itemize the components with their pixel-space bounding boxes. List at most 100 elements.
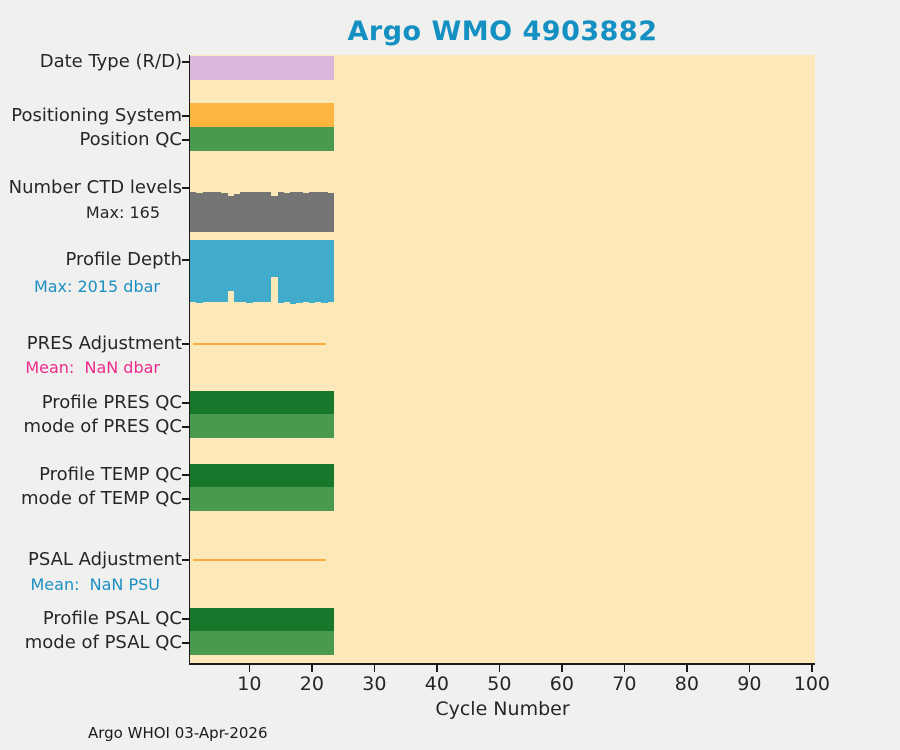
bar-profile-temp-qc: [190, 464, 334, 487]
x-tick-30: [373, 664, 376, 672]
row-label-psal-adjustment: PSAL Adjustment: [27, 549, 182, 570]
bar-date-type: [190, 56, 334, 80]
y-tick-mode-psal-qc: [182, 642, 189, 644]
bar-ctd-levels-cycle-19: [302, 192, 309, 232]
bar-profile-depth-cycle-15: [277, 240, 284, 303]
y-tick-profile-pres-qc: [182, 402, 189, 404]
bar-ctd-levels-cycle-23: [327, 192, 334, 232]
row-sub-label-psal-adjustment: Mean: NaN PSU: [30, 575, 161, 594]
x-tick-40: [436, 664, 438, 672]
bar-profile-depth-cycle-1: [190, 240, 197, 303]
row-label-pres-adjustment: PRES Adjustment: [26, 333, 182, 354]
bar-ctd-levels-cycle-14: [271, 195, 278, 232]
bar-profile-depth-cycle-8: [233, 240, 240, 303]
bar-ctd-levels-cycle-22: [321, 192, 328, 232]
y-tick-psal-adjustment: [182, 559, 189, 561]
bar-ctd-levels-cycle-8: [233, 193, 240, 232]
bar-ctd-levels-cycle-10: [246, 192, 253, 232]
x-tick-10: [248, 664, 251, 672]
y-tick-positioning-system: [182, 115, 189, 117]
bar-ctd-levels-cycle-9: [240, 192, 247, 232]
x-tick-70: [623, 664, 626, 672]
y-tick-position-qc: [182, 139, 189, 141]
row-label-ctd-levels: Number CTD levels: [8, 177, 182, 198]
y-tick-profile-depth: [182, 259, 189, 261]
x-tick-label-60: 60: [549, 673, 574, 695]
bar-profile-depth-cycle-5: [215, 240, 222, 302]
bar-profile-depth-cycle-21: [315, 240, 322, 303]
x-tick-label-10: 10: [237, 673, 262, 695]
bar-mode-psal-qc: [190, 631, 334, 655]
x-tick-label-50: 50: [487, 673, 512, 695]
x-tick-label-20: 20: [299, 673, 324, 695]
bar-ctd-levels-cycle-2: [196, 192, 203, 232]
x-tick-60: [561, 664, 563, 672]
bar-profile-depth-cycle-18: [296, 240, 303, 303]
row-label-position-qc: Position QC: [79, 129, 182, 150]
row-label-mode-pres-qc: mode of PRES QC: [23, 416, 182, 437]
bar-profile-depth-cycle-22: [321, 240, 328, 303]
y-tick-profile-psal-qc: [182, 618, 189, 620]
bar-mode-temp-qc: [190, 487, 334, 511]
line-psal-adjustment: [193, 559, 327, 561]
bar-profile-depth-cycle-11: [252, 240, 259, 302]
x-tick-100: [811, 664, 813, 672]
bar-profile-depth-cycle-13: [265, 240, 272, 302]
line-pres-adjustment: [193, 343, 327, 345]
x-axis-label: Cycle Number: [435, 698, 570, 720]
bar-profile-depth-cycle-20: [308, 240, 315, 304]
footer-text: Argo WHOI 03-Apr-2026: [88, 724, 268, 742]
bar-profile-pres-qc: [190, 391, 334, 414]
bar-profile-psal-qc: [190, 608, 334, 631]
row-label-date-type: Date Type (R/D): [39, 51, 182, 72]
plot-area: [190, 55, 815, 663]
x-tick-label-30: 30: [362, 673, 387, 695]
x-axis-spine: [188, 663, 815, 665]
y-tick-mode-pres-qc: [182, 426, 189, 428]
y-tick-profile-temp-qc: [182, 474, 189, 476]
x-tick-20: [311, 664, 313, 672]
x-tick-80: [686, 664, 688, 672]
y-tick-ctd-levels: [182, 187, 189, 189]
bar-profile-depth-cycle-6: [221, 240, 228, 303]
bar-ctd-levels-cycle-11: [252, 192, 259, 232]
bar-profile-depth-cycle-14: [271, 240, 278, 277]
bar-ctd-levels-cycle-15: [277, 192, 284, 232]
bar-profile-depth-cycle-4: [208, 240, 215, 303]
y-tick-mode-temp-qc: [182, 498, 189, 500]
x-tick-label-90: 90: [737, 673, 762, 695]
x-tick-50: [498, 664, 501, 672]
bar-profile-depth-cycle-16: [283, 240, 290, 302]
x-tick-90: [748, 664, 751, 672]
bar-ctd-levels-cycle-16: [283, 192, 290, 232]
x-tick-label-80: 80: [674, 673, 699, 695]
bar-ctd-levels-cycle-20: [308, 192, 315, 232]
bar-ctd-levels-cycle-4: [208, 192, 215, 232]
bar-ctd-levels-cycle-17: [290, 192, 297, 232]
bar-profile-depth-cycle-9: [240, 240, 247, 302]
y-tick-pres-adjustment: [182, 343, 189, 345]
bar-positioning-system: [190, 103, 334, 127]
row-label-profile-temp-qc: Profile TEMP QC: [39, 464, 182, 485]
bar-profile-depth-cycle-7: [227, 240, 234, 292]
bar-ctd-levels-cycle-5: [215, 192, 222, 232]
row-sub-label-pres-adjustment: Mean: NaN dbar: [25, 358, 160, 377]
bar-mode-pres-qc: [190, 414, 334, 438]
row-label-profile-pres-qc: Profile PRES QC: [41, 392, 182, 413]
row-label-profile-depth: Profile Depth: [65, 249, 182, 270]
bar-profile-depth-cycle-12: [258, 240, 265, 303]
bar-profile-depth-cycle-23: [327, 240, 334, 302]
row-label-positioning-system: Positioning System: [11, 105, 182, 126]
row-sub-label-profile-depth: Max: 2015 dbar: [33, 277, 160, 296]
bar-profile-depth-cycle-17: [290, 240, 297, 304]
bar-ctd-levels-cycle-13: [265, 192, 272, 232]
bar-ctd-levels-cycle-18: [296, 192, 303, 232]
x-tick-label-40: 40: [424, 673, 449, 695]
row-label-mode-psal-qc: mode of PSAL QC: [24, 632, 182, 653]
bar-profile-depth-cycle-3: [202, 240, 209, 302]
x-tick-label-100: 100: [793, 673, 831, 695]
bar-profile-depth-cycle-10: [246, 240, 253, 303]
y-axis-spine: [188, 55, 190, 665]
row-label-mode-temp-qc: mode of TEMP QC: [20, 488, 182, 509]
